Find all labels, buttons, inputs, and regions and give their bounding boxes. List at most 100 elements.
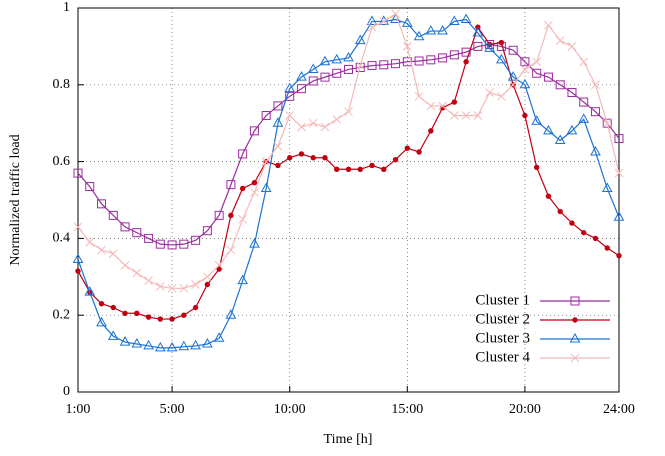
point bbox=[355, 63, 365, 73]
point bbox=[145, 314, 152, 320]
series-line bbox=[77, 43, 620, 246]
point bbox=[426, 55, 436, 65]
point bbox=[566, 124, 578, 135]
series-line bbox=[77, 18, 620, 349]
point bbox=[366, 15, 378, 25]
point bbox=[169, 316, 175, 322]
point bbox=[461, 111, 471, 120]
point bbox=[498, 39, 505, 46]
point bbox=[590, 145, 601, 156]
point bbox=[522, 112, 528, 119]
point bbox=[473, 111, 483, 120]
point bbox=[413, 30, 425, 41]
point bbox=[216, 266, 222, 272]
point bbox=[120, 260, 130, 270]
point bbox=[508, 80, 518, 90]
point bbox=[213, 332, 225, 342]
point bbox=[379, 60, 389, 70]
point bbox=[97, 245, 106, 255]
point bbox=[613, 211, 625, 221]
legend-label: Cluster 2 bbox=[475, 311, 530, 327]
point bbox=[508, 45, 518, 55]
point bbox=[369, 162, 375, 169]
point bbox=[344, 107, 353, 117]
point bbox=[357, 166, 363, 172]
point bbox=[601, 182, 613, 192]
point bbox=[296, 84, 306, 94]
y-tick-label: 0.8 bbox=[53, 77, 71, 92]
point bbox=[239, 185, 246, 192]
point bbox=[438, 53, 448, 63]
point bbox=[85, 237, 95, 247]
point bbox=[204, 281, 211, 288]
point bbox=[250, 187, 259, 197]
point bbox=[334, 166, 340, 172]
point bbox=[579, 97, 589, 107]
point bbox=[134, 310, 140, 316]
legend-marker bbox=[570, 296, 580, 306]
point bbox=[344, 64, 353, 74]
point bbox=[307, 63, 319, 73]
point bbox=[238, 149, 248, 159]
point bbox=[167, 240, 177, 250]
point bbox=[438, 101, 447, 111]
point bbox=[178, 340, 190, 351]
point bbox=[310, 155, 316, 161]
point bbox=[520, 65, 530, 74]
point bbox=[437, 25, 448, 35]
point bbox=[203, 272, 212, 282]
point bbox=[532, 57, 542, 67]
point bbox=[520, 57, 530, 67]
point bbox=[567, 42, 577, 51]
point bbox=[391, 59, 401, 69]
point bbox=[402, 42, 412, 51]
point bbox=[332, 115, 342, 124]
point bbox=[96, 316, 107, 327]
point bbox=[614, 168, 624, 178]
point bbox=[496, 53, 507, 64]
x-tick-label: 15:00 bbox=[391, 402, 423, 417]
point bbox=[238, 214, 248, 224]
point bbox=[261, 111, 271, 121]
point bbox=[119, 336, 131, 346]
point bbox=[275, 162, 281, 169]
point bbox=[460, 13, 472, 24]
point bbox=[545, 193, 552, 199]
point bbox=[191, 235, 201, 245]
point bbox=[131, 337, 143, 348]
y-tick-label: 0.4 bbox=[53, 231, 71, 246]
point bbox=[107, 330, 119, 340]
point bbox=[569, 220, 575, 226]
legend-label: Cluster 3 bbox=[475, 330, 530, 346]
point bbox=[272, 117, 284, 127]
point bbox=[602, 118, 612, 128]
point bbox=[155, 282, 165, 291]
point bbox=[448, 15, 460, 25]
point bbox=[98, 300, 105, 307]
point bbox=[543, 124, 554, 135]
point bbox=[122, 310, 128, 316]
point bbox=[85, 182, 95, 192]
series-line bbox=[77, 12, 620, 289]
point bbox=[604, 245, 610, 251]
plot-frame bbox=[77, 7, 620, 393]
point bbox=[308, 76, 318, 86]
point bbox=[533, 164, 540, 171]
point bbox=[285, 91, 295, 101]
point bbox=[507, 71, 519, 81]
point bbox=[590, 107, 600, 117]
point bbox=[367, 61, 377, 71]
point bbox=[557, 208, 563, 215]
point bbox=[225, 309, 237, 319]
point bbox=[273, 141, 283, 151]
point bbox=[132, 228, 142, 238]
point bbox=[578, 113, 590, 123]
point bbox=[251, 180, 258, 186]
point bbox=[332, 68, 342, 78]
point bbox=[381, 166, 387, 172]
point bbox=[166, 341, 178, 352]
point bbox=[319, 55, 331, 66]
point bbox=[179, 283, 189, 293]
point bbox=[543, 72, 553, 82]
point bbox=[331, 53, 343, 64]
